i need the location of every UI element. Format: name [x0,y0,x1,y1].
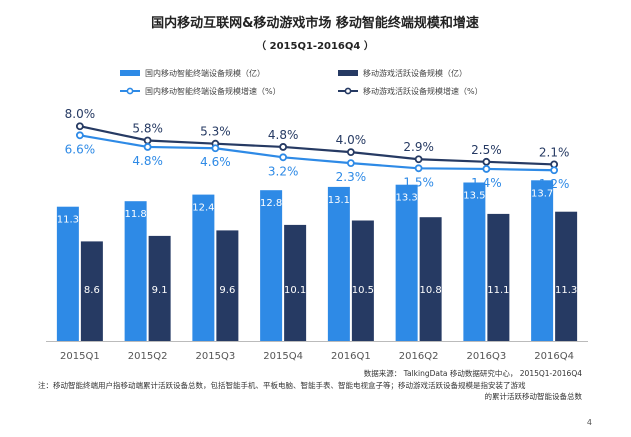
point-label-device-growth-2016Q2: 1.5% [403,175,434,189]
source-text: 数据来源： TalkingData 移动数据研究中心， 2015Q1-2016Q… [364,368,582,378]
legend-label-device-bar: 国内移动智能终端设备规模（亿） [145,68,265,78]
bar-label-device-2015Q1: 11.3 [57,215,79,226]
point-label-device-growth-2016Q4: 1.2% [539,177,570,191]
point-label-device-growth-2016Q3: 1.4% [471,176,502,190]
bar-label-device-2016Q2: 13.3 [395,193,417,204]
bar-label-device-2016Q4: 13.7 [531,188,553,199]
bar-label-game-2016Q4: 11.3 [555,285,577,296]
bar-device-2015Q3 [192,194,215,341]
point-label-device-growth-2016Q1: 2.3% [336,170,367,184]
x-tick-label-2016Q3: 2016Q3 [467,351,507,362]
point-device-growth-2016Q2 [414,164,423,173]
bar-game-2015Q1 [80,241,103,341]
legend-label-game-bar: 移动游戏活跃设备规模（亿） [363,68,467,78]
legend-label-game-line: 移动游戏活跃设备规模增速（%） [363,86,483,96]
bar-label-game-2016Q2: 10.8 [419,285,441,296]
bar-label-game-2016Q3: 11.1 [487,285,509,296]
point-device-growth-2016Q1 [346,159,355,168]
point-game-growth-2015Q2 [143,136,152,145]
bar-device-2015Q4 [260,190,283,341]
x-tick-label-2015Q3: 2015Q3 [196,351,236,362]
bar-label-game-2015Q2: 9.1 [152,285,168,296]
x-tick-label-2015Q2: 2015Q2 [128,351,168,362]
point-game-growth-2015Q1 [75,122,84,131]
bar-label-game-2015Q3: 9.6 [219,285,235,296]
point-device-growth-2015Q1 [75,131,84,140]
bar-device-2015Q1 [56,206,79,341]
point-game-growth-2016Q2 [414,155,423,164]
x-tick-label-2015Q4: 2015Q4 [263,351,303,362]
point-device-growth-2016Q3 [482,165,491,173]
point-label-device-growth-2015Q3: 4.6% [200,155,231,169]
bar-device-2016Q2 [395,184,418,341]
point-label-game-growth-2016Q4: 2.1% [539,145,570,159]
x-tick-label-2016Q1: 2016Q1 [331,351,371,362]
x-tick-label-2015Q1: 2015Q1 [60,351,100,362]
point-label-device-growth-2015Q4: 3.2% [268,164,299,178]
point-label-game-growth-2015Q3: 5.3% [200,125,231,139]
point-label-game-growth-2015Q1: 8.0% [65,107,96,121]
bar-game-2016Q4 [555,211,578,341]
bar-game-2015Q4 [284,224,307,341]
bar-game-2016Q1 [351,220,374,341]
x-tick-label-2016Q2: 2016Q2 [399,351,439,362]
point-label-game-growth-2016Q1: 4.0% [336,133,367,147]
bar-device-2015Q2 [124,201,147,341]
bar-game-2015Q3 [216,230,239,341]
legend-swatch-device-line [120,87,140,95]
legend: 国内移动智能终端设备规模（亿） 移动游戏活跃设备规模（亿） 国内移动智能终端设备… [120,68,483,96]
point-device-growth-2015Q4 [279,153,288,162]
bar-label-device-2016Q3: 13.5 [463,191,485,202]
bar-game-2016Q2 [419,217,442,341]
plot-area: 11.3 8.6 2015Q1 11.8 9.1 2015Q2 12.4 9.6 2015Q3 1… [46,107,588,362]
bar-device-2016Q4 [531,180,554,341]
legend-swatch-game-line [338,87,358,95]
point-game-growth-2016Q1 [346,148,355,157]
note-text-line1: 注：移动智能终端用户指移动端累计活跃设备总数，包括智能手机、平板电脑、智能手表、… [38,380,526,390]
page-number: 4 [587,418,592,427]
point-label-game-growth-2016Q2: 2.9% [403,140,434,154]
bar-label-device-2015Q2: 11.8 [124,209,146,220]
bar-label-game-2015Q4: 10.1 [284,285,306,296]
legend-label-device-line: 国内移动智能终端设备规模增速（%） [145,86,281,96]
point-label-device-growth-2015Q1: 6.6% [65,142,96,156]
bar-label-game-2016Q1: 10.5 [352,285,374,296]
bar-game-2016Q3 [487,213,510,341]
point-device-growth-2015Q2 [143,143,152,151]
chart-subtitle: （ 2015Q1-2016Q4 ） [256,39,374,52]
line-device-growth [79,134,555,172]
bar-device-2016Q3 [463,182,486,341]
point-device-growth-2015Q3 [211,144,220,153]
bar-label-device-2016Q1: 13.1 [328,195,350,206]
note-text-line2: 的累计活跃移动智能设备总数 [485,391,583,401]
x-tick-label-2016Q4: 2016Q4 [534,351,574,362]
point-game-growth-2015Q4 [279,143,288,151]
bar-game-2015Q2 [148,235,171,341]
point-label-game-growth-2015Q2: 5.8% [132,121,163,135]
legend-swatch-device-bar [120,70,140,76]
chart-title: 国内移动互联网&移动游戏市场 移动智能终端规模和增速 [151,15,479,31]
bar-label-game-2015Q1: 8.6 [84,285,100,296]
point-label-device-growth-2015Q2: 4.8% [132,154,163,168]
bar-label-device-2015Q4: 12.8 [260,198,282,209]
bar-device-2016Q1 [327,186,350,341]
line-game-growth [79,125,555,166]
point-game-growth-2016Q3 [482,157,491,166]
legend-swatch-game-bar [338,70,358,76]
point-label-game-growth-2016Q3: 2.5% [471,143,502,157]
point-label-game-growth-2015Q4: 4.8% [268,128,299,142]
point-device-growth-2016Q4 [550,166,559,175]
bar-label-device-2015Q3: 12.4 [192,203,214,214]
